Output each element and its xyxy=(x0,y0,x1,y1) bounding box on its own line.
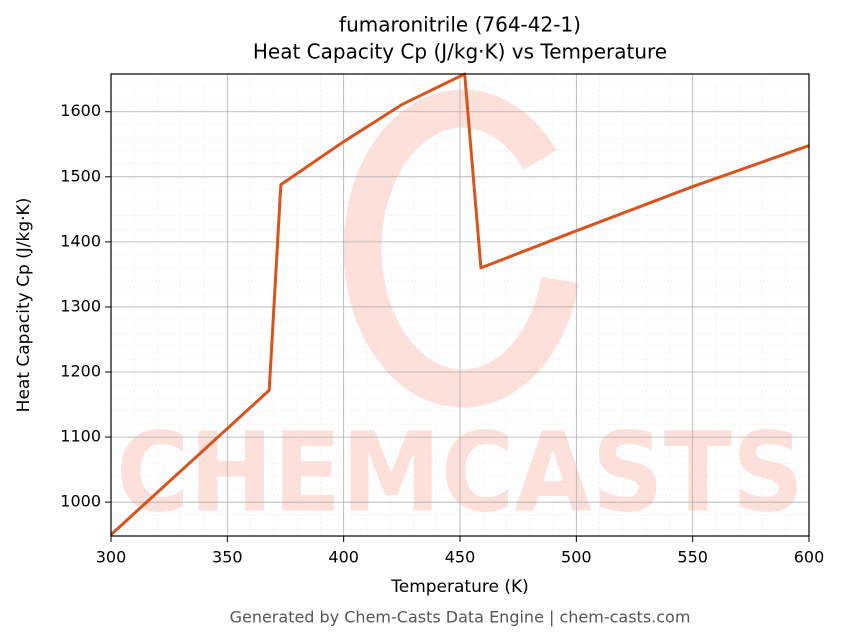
chart-subtitle: Heat Capacity Cp (J/kg·K) vs Temperature xyxy=(253,40,667,64)
y-tick-label: 1200 xyxy=(60,362,101,381)
data-line xyxy=(109,72,810,536)
x-tick-label: 600 xyxy=(794,548,825,567)
x-axis-label: Temperature (K) xyxy=(390,577,529,597)
x-tick-label: 350 xyxy=(212,548,243,567)
y-tick-label: 1400 xyxy=(60,231,101,250)
chart-title: fumaronitrile (764-42-1) xyxy=(339,13,581,37)
x-tick-label: 400 xyxy=(328,548,359,567)
y-tick-label: 1500 xyxy=(60,166,101,185)
x-tick-label: 450 xyxy=(445,548,476,567)
footer: Generated by Chem-Casts Data Engine | ch… xyxy=(230,608,691,627)
y-tick-label: 1000 xyxy=(60,492,101,511)
x-tick-label: 300 xyxy=(96,548,127,567)
y-tick-label: 1100 xyxy=(60,427,101,446)
y-axis-label: Heat Capacity Cp (J/kg·K) xyxy=(14,198,34,413)
x-tick-label: 500 xyxy=(561,548,592,567)
x-tick-label: 550 xyxy=(677,548,708,567)
y-tick-label: 1300 xyxy=(60,296,101,315)
y-tick-label: 1600 xyxy=(60,101,101,120)
plot-frame xyxy=(110,73,810,537)
